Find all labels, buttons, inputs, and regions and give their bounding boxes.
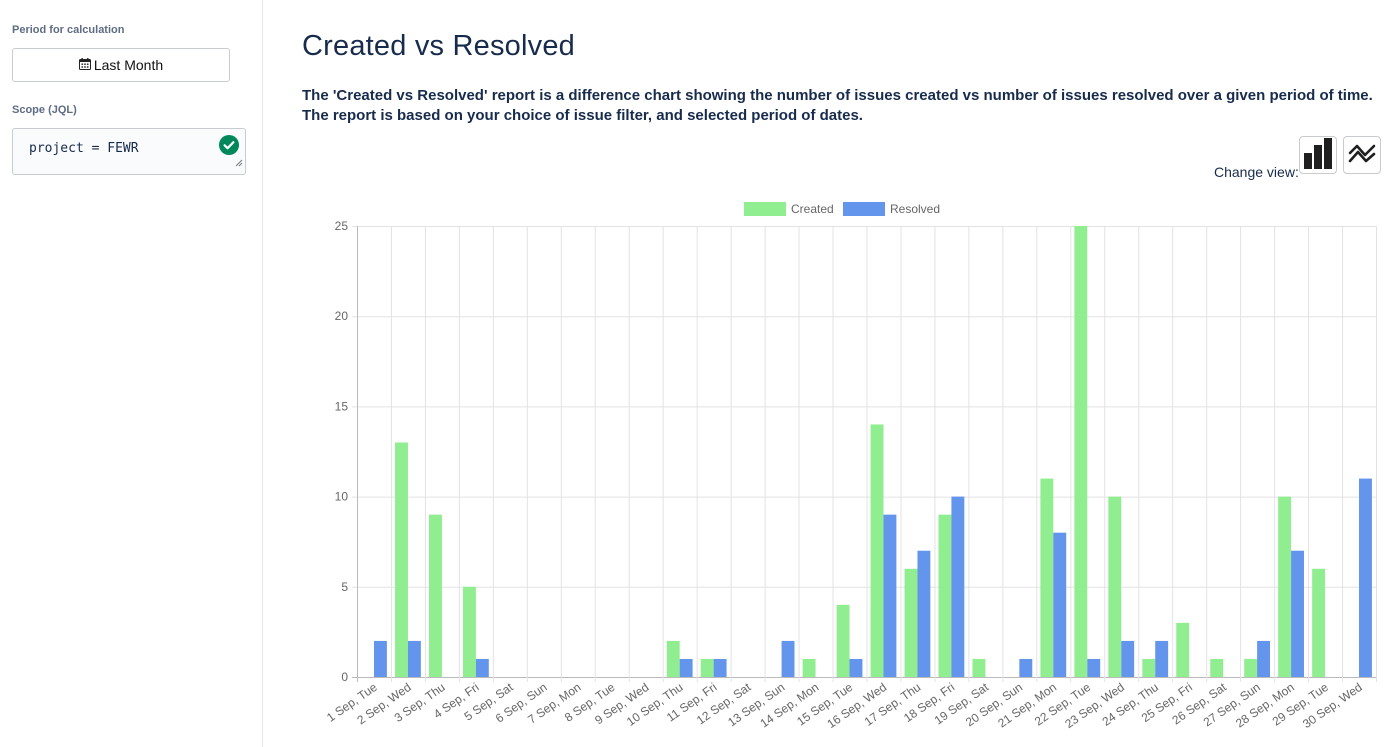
bar-created-28 xyxy=(1278,496,1292,677)
bar-created-4 xyxy=(462,586,476,677)
legend-label-resolved: Resolved xyxy=(890,202,940,216)
y-tick-label: 10 xyxy=(335,490,349,504)
bar-created-27 xyxy=(1244,658,1258,677)
jql-input[interactable]: project = FEWR xyxy=(12,128,246,175)
bar-created-10 xyxy=(666,640,680,677)
bar-created-11 xyxy=(700,658,714,677)
line-view-button[interactable] xyxy=(1343,136,1381,174)
period-button[interactable]: Last Month xyxy=(12,48,230,82)
bar-view-button[interactable] xyxy=(1299,136,1337,174)
bar-created-24 xyxy=(1142,658,1156,677)
bar-created-29 xyxy=(1312,568,1326,677)
y-tick-label: 20 xyxy=(335,309,349,323)
bar-created-19 xyxy=(972,658,986,677)
bar-created-17 xyxy=(904,568,918,677)
bar-chart-icon xyxy=(1301,136,1335,175)
page-title: Created vs Resolved xyxy=(302,30,575,62)
legend-swatch-created xyxy=(744,202,786,216)
bar-resolved-22 xyxy=(1087,658,1101,677)
report-description: The 'Created vs Resolved' report is a di… xyxy=(302,87,1373,124)
period-label: Period for calculation xyxy=(12,24,125,36)
line-chart-icon xyxy=(1348,139,1376,172)
bar-resolved-30 xyxy=(1359,478,1372,677)
bar-resolved-2 xyxy=(407,640,421,677)
check-circle-icon xyxy=(219,135,239,160)
bar-created-21 xyxy=(1040,478,1054,677)
bar-created-16 xyxy=(870,424,884,677)
y-tick-label: 5 xyxy=(341,580,348,594)
bar-resolved-21 xyxy=(1053,532,1067,677)
period-button-label: Last Month xyxy=(93,57,164,73)
y-tick-label: 0 xyxy=(341,670,348,684)
bar-created-2 xyxy=(395,442,408,677)
scope-label: Scope (JQL) xyxy=(12,104,77,116)
bar-resolved-17 xyxy=(917,550,931,677)
bar-created-23 xyxy=(1108,496,1122,677)
calendar-icon xyxy=(78,57,91,73)
bar-resolved-10 xyxy=(679,658,693,677)
bar-created-14 xyxy=(802,658,816,677)
bar-created-3 xyxy=(429,514,442,677)
bar-created-26 xyxy=(1210,658,1224,677)
bar-resolved-20 xyxy=(1019,658,1033,677)
bar-resolved-28 xyxy=(1291,550,1304,677)
bar-resolved-11 xyxy=(713,658,727,677)
main-panel: Created vs Resolved The 'Created vs Reso… xyxy=(263,0,1394,747)
bar-resolved-1 xyxy=(373,640,387,677)
legend-label-created: Created xyxy=(791,202,834,216)
resize-handle-icon[interactable] xyxy=(235,154,243,172)
bar-resolved-13 xyxy=(781,640,795,677)
bar-resolved-18 xyxy=(951,496,965,677)
bar-created-25 xyxy=(1176,622,1190,677)
change-view-label: Change view: xyxy=(1214,164,1299,180)
bar-created-18 xyxy=(938,514,952,677)
legend-swatch-resolved xyxy=(843,202,885,216)
bar-created-15 xyxy=(836,604,850,677)
bar-resolved-4 xyxy=(475,658,489,677)
y-tick-label: 15 xyxy=(335,399,349,413)
bar-resolved-23 xyxy=(1121,640,1135,677)
bar-resolved-16 xyxy=(883,514,897,677)
bar-created-22 xyxy=(1074,226,1088,677)
sidebar: Period for calculation Last Month Scope … xyxy=(0,0,263,747)
chart-legend: Created Resolved xyxy=(744,202,940,216)
y-tick-label: 25 xyxy=(335,219,349,233)
jql-input-value: project = FEWR xyxy=(29,141,139,156)
bar-resolved-15 xyxy=(849,658,863,677)
bar-resolved-27 xyxy=(1257,640,1271,677)
bar-resolved-24 xyxy=(1155,640,1169,677)
